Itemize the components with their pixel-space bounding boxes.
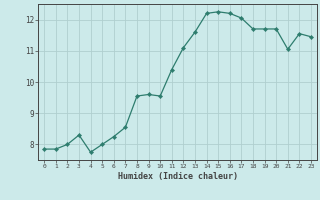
- X-axis label: Humidex (Indice chaleur): Humidex (Indice chaleur): [118, 172, 238, 181]
